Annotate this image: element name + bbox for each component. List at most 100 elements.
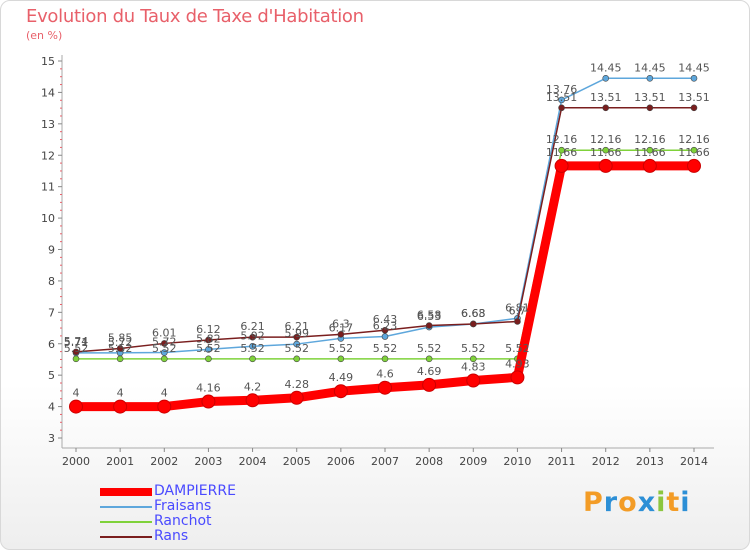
data-point [249,342,256,350]
data-point [646,146,654,154]
data-label: 12.16 [590,133,622,146]
data-label: 4.83 [461,361,486,374]
series-dampierre [69,158,701,414]
x-tick-label: 2001 [106,455,134,468]
data-point [598,158,613,173]
data-label: 13.51 [634,91,666,104]
chart-unit-label: (en %) [26,29,63,42]
x-tick-label: 2010 [503,455,531,468]
data-label: 5.82 [196,332,221,345]
logo-letter: r [603,487,619,518]
y-tick-label: 7 [48,306,55,319]
x-tick-label: 2000 [62,455,90,468]
data-point [466,373,481,388]
x-tick-label: 2002 [150,455,178,468]
data-label: 13.51 [546,91,578,104]
data-point [510,370,525,385]
data-point [469,355,477,363]
data-label: 5.92 [240,329,265,342]
y-tick-label: 6 [48,338,55,351]
data-label: 5.52 [108,342,133,355]
data-label: 11.66 [678,146,710,159]
data-point [205,355,212,363]
data-label: 6.01 [152,326,177,339]
data-label: 5.52 [417,342,442,355]
data-label: 12.16 [546,133,578,146]
data-label: 12.16 [634,133,666,146]
data-label: 5.52 [373,342,398,355]
data-label: 6.17 [329,321,354,334]
logo-letter: i [656,487,667,518]
y-tick-label: 14 [41,86,55,99]
y-tick-label: 3 [48,432,55,445]
data-point [690,74,698,82]
data-label: 6.53 [417,310,442,323]
data-point [333,384,348,399]
data-label: 6.21 [240,320,265,333]
data-point [381,326,389,334]
data-label: 4.16 [196,382,221,395]
data-label: 5.52 [329,342,354,355]
data-point [558,96,565,104]
data-label: 6.43 [373,313,398,326]
series-rans [72,104,698,356]
data-point [602,104,610,112]
data-label: 5.85 [108,331,133,344]
data-label: 6.81 [505,301,530,314]
data-label: 5.99 [284,327,309,340]
data-label: 11.66 [590,146,622,159]
data-label: 12.16 [678,133,710,146]
y-tick-label: 4 [48,401,55,414]
data-point [289,390,304,405]
data-point [602,146,610,154]
data-point [646,74,654,82]
chart-title: Evolution du Taux de Taxe d'Habitation [26,6,364,27]
chart-axes: 3 4 5 6 7 8 9 10 11 12 13 14 15 2000 2001 2002 2003 2004 2… [41,55,714,468]
data-point [381,355,389,363]
data-label: 4 [117,387,124,400]
data-point [558,146,565,154]
x-tick-label: 2007 [371,455,399,468]
x-tick-label: 2011 [548,455,576,468]
data-label: 6.63 [461,307,486,320]
data-point [293,355,301,363]
data-label: 11.66 [634,146,666,159]
legend-swatch [100,536,152,538]
data-point [116,345,124,352]
x-tick-label: 2012 [592,455,620,468]
data-label: 4 [73,387,80,400]
data-label: 4 [161,387,168,400]
legend-swatch [100,506,152,508]
data-label: 4.2 [244,380,262,393]
data-label: 6.21 [284,320,309,333]
data-point [293,340,301,348]
data-point [558,104,565,112]
x-tick-label: 2004 [239,455,267,468]
x-tick-label: 2006 [327,455,355,468]
x-tick-label: 2008 [415,455,443,468]
data-point [160,340,168,347]
data-label: 4.6 [376,368,394,381]
data-label: 4.49 [329,371,354,384]
data-label: 14.45 [590,61,622,74]
data-label: 14.45 [678,61,710,74]
data-label: 5.52 [152,342,177,355]
logo-letter: o [618,487,638,518]
data-point [249,333,256,341]
data-label: 6.3 [332,317,350,330]
data-label: 6.58 [417,309,442,322]
data-label: 13.51 [678,91,710,104]
data-point [514,318,521,325]
logo-letter: P [583,487,604,518]
series-lines [69,74,701,414]
data-label: 6.12 [196,323,221,336]
data-point [425,322,433,329]
legend-swatch [100,521,152,523]
data-point [378,380,392,395]
data-label: 6.23 [373,320,398,333]
data-label: 13.51 [590,91,622,104]
y-tick-label: 12 [41,149,55,162]
data-point [337,331,345,338]
data-label: 5.52 [461,342,486,355]
